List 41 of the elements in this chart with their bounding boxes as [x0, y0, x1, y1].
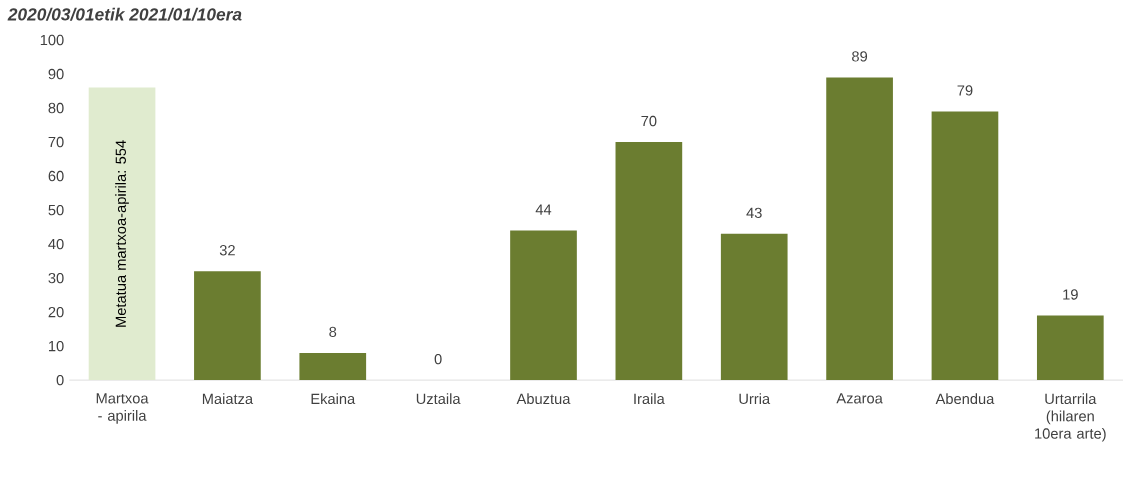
annotation: Metatua martxoa-apirila: 554	[115, 140, 129, 327]
x-tick-label: Martxoa - apirila	[96, 393, 149, 424]
y-tick-label: 40	[48, 238, 64, 250]
y-tick-label: 90	[48, 68, 64, 79]
bar	[615, 141, 683, 380]
x-tick-label: Azaroa	[836, 393, 883, 404]
y-tick-label: 60	[48, 170, 64, 182]
bar	[931, 111, 999, 380]
data-label: 8	[329, 326, 337, 337]
x-tick-label: Abendua	[935, 393, 995, 404]
bar	[194, 271, 261, 380]
y-tick-label: 0	[56, 374, 64, 386]
bar	[720, 233, 788, 380]
data-label: 44	[535, 204, 552, 215]
y-tick-label: 100	[40, 34, 64, 45]
x-tick-label: Urria	[739, 393, 771, 404]
data-label: 89	[852, 50, 868, 62]
y-tick-label: 50	[48, 204, 64, 216]
x-tick-label: Maiatza	[202, 393, 254, 404]
bar	[1036, 315, 1104, 380]
bar	[510, 230, 577, 380]
x-tick-label: Ekaina	[311, 393, 356, 404]
y-tick-label: 30	[48, 272, 64, 284]
bar	[299, 352, 367, 380]
x-tick-label: Uztaila	[416, 393, 461, 404]
chart-title: 2020/03/01etik 2021/01/10era	[7, 7, 242, 21]
data-label: 19	[1063, 289, 1078, 300]
y-tick-label: 70	[48, 136, 64, 147]
x-tick-label: Urtarrila (hilaren 10era arte)	[1035, 393, 1106, 442]
bar	[88, 87, 156, 380]
x-tick-label: Abuztua	[516, 393, 571, 404]
data-label: 70	[641, 115, 657, 126]
x-tick-label: Iraila	[634, 393, 665, 404]
data-label: 43	[746, 207, 762, 218]
data-label: 0	[434, 353, 442, 365]
data-label: 79	[957, 85, 973, 96]
data-label: 32	[219, 244, 235, 256]
y-tick-label: 10	[48, 340, 64, 352]
y-tick-label: 20	[48, 306, 64, 318]
y-tick-label: 80	[48, 102, 64, 113]
bar	[826, 77, 893, 380]
